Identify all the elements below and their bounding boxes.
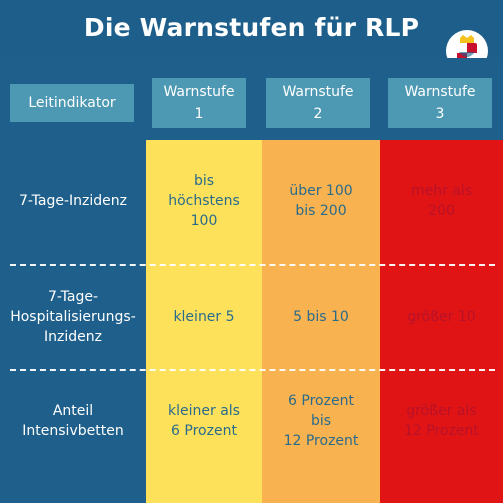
cell-hosp-stufe3: größer 10 (407, 309, 476, 325)
cell-intensiv-stufe1: kleiner als 6 Prozent (168, 403, 240, 439)
cell-inzidenz-stufe2: über 100 bis 200 (289, 183, 353, 219)
header-warnstufe-1: Warnstufe 1 (152, 78, 246, 128)
rlp-coat-of-arms-icon (446, 30, 488, 72)
cell-inzidenz-stufe1: bis höchstens 100 (168, 173, 240, 229)
cell-intensiv-stufe3: größer als 12 Prozent (404, 403, 479, 439)
title-bar (0, 0, 503, 58)
cell-inzidenz-stufe3: mehr als 200 (410, 183, 473, 219)
row-label-inzidenz: 7-Tage-Inzidenz (18, 193, 127, 209)
cell-hosp-stufe1: kleiner 5 (173, 309, 235, 325)
header-warnstufe-2: Warnstufe 2 (266, 78, 370, 128)
row-divider (10, 264, 495, 266)
row-label-hospitalisierung: 7-Tage- Hospitalisierungs- Inzidenz (10, 289, 136, 345)
page-title: Die Warnstufen für RLP (83, 13, 420, 42)
row-label-intensivbetten: Anteil Intensivbetten (22, 403, 124, 439)
column-warnstufe-3 (380, 140, 503, 503)
cell-hosp-stufe2: 5 bis 10 (293, 309, 349, 325)
column-warnstufe-2 (262, 140, 380, 503)
column-warnstufe-1 (146, 140, 262, 503)
cell-intensiv-stufe2: 6 Prozent bis 12 Prozent (283, 393, 359, 449)
header-leitindikator: Leitindikator (10, 84, 134, 122)
row-divider (10, 369, 495, 371)
header-warnstufe-3: Warnstufe 3 (388, 78, 492, 128)
